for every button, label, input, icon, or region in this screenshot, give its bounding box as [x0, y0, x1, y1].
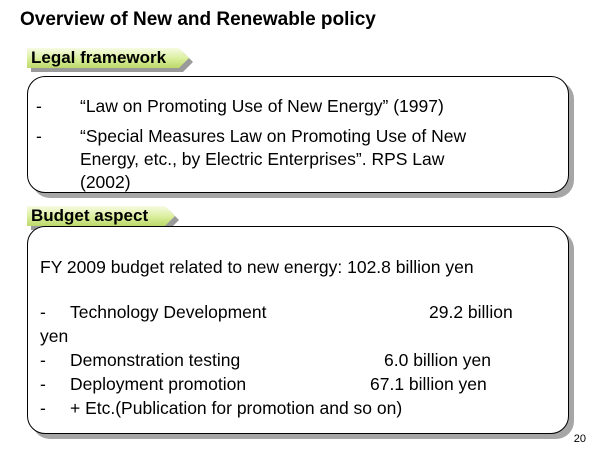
budget-item-3-amount: 67.1 billion yen	[370, 374, 487, 394]
legal-framework-tag	[27, 48, 189, 68]
budget-item-3-label: Deployment promotion	[70, 374, 247, 394]
budget-bullet-1: -	[40, 302, 46, 322]
legal-framework-heading: Legal framework	[31, 48, 167, 67]
legal-item-2-line-2: Energy, etc., by Electric Enterprises”. …	[80, 149, 445, 169]
budget-item-2-label: Demonstration testing	[70, 350, 241, 370]
budget-item-2-amount: 6.0 billion yen	[384, 350, 492, 370]
legal-item-2-line-1: “Special Measures Law on Promoting Use o…	[80, 126, 467, 146]
legal-item-1-line-1: “Law on Promoting Use of New Energy” (19…	[80, 96, 444, 116]
legal-bullet-1: -	[36, 96, 42, 116]
legal-framework-box	[27, 76, 569, 193]
budget-item-4-label: + Etc.(Publication for promotion and so …	[70, 398, 403, 418]
slide-title: Overview of New and Renewable policy	[20, 9, 376, 30]
budget-bullet-4: -	[40, 398, 46, 418]
legal-item-2-line-3: (2002)	[80, 172, 131, 192]
budget-item-1-wrap: yen	[40, 326, 69, 346]
budget-aspect-tag	[27, 206, 175, 226]
budget-aspect-heading: Budget aspect	[31, 206, 149, 225]
budget-item-1-label: Technology Development	[70, 302, 267, 322]
budget-bullet-2: -	[40, 350, 46, 370]
budget-item-1-amount: 29.2 billion	[429, 302, 513, 322]
budget-aspect-box	[27, 226, 569, 434]
legal-bullet-2: -	[36, 126, 42, 146]
budget-summary: FY 2009 budget related to new energy: 10…	[40, 257, 474, 277]
budget-bullet-3: -	[40, 374, 46, 394]
page-number: 20	[573, 433, 586, 445]
